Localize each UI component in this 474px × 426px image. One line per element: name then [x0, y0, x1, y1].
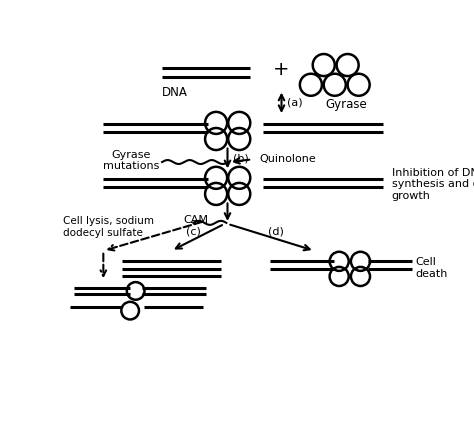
Text: Quinolone: Quinolone: [259, 153, 316, 163]
Text: CAM: CAM: [183, 214, 208, 225]
Text: Cell
death: Cell death: [416, 257, 448, 278]
Text: Inhibition of DNA
synthesis and cell
growth: Inhibition of DNA synthesis and cell gro…: [392, 167, 474, 201]
Text: (b): (b): [233, 153, 249, 163]
Text: Gyrase: Gyrase: [325, 98, 367, 111]
Text: Cell lysis, sodium
dodecyl sulfate: Cell lysis, sodium dodecyl sulfate: [63, 216, 154, 237]
Text: (a): (a): [287, 97, 302, 107]
Text: +: +: [273, 60, 290, 79]
Text: (d): (d): [268, 226, 284, 236]
Text: Gyrase
mutations: Gyrase mutations: [103, 149, 159, 171]
Text: (c): (c): [186, 226, 201, 236]
Text: DNA: DNA: [162, 86, 188, 98]
